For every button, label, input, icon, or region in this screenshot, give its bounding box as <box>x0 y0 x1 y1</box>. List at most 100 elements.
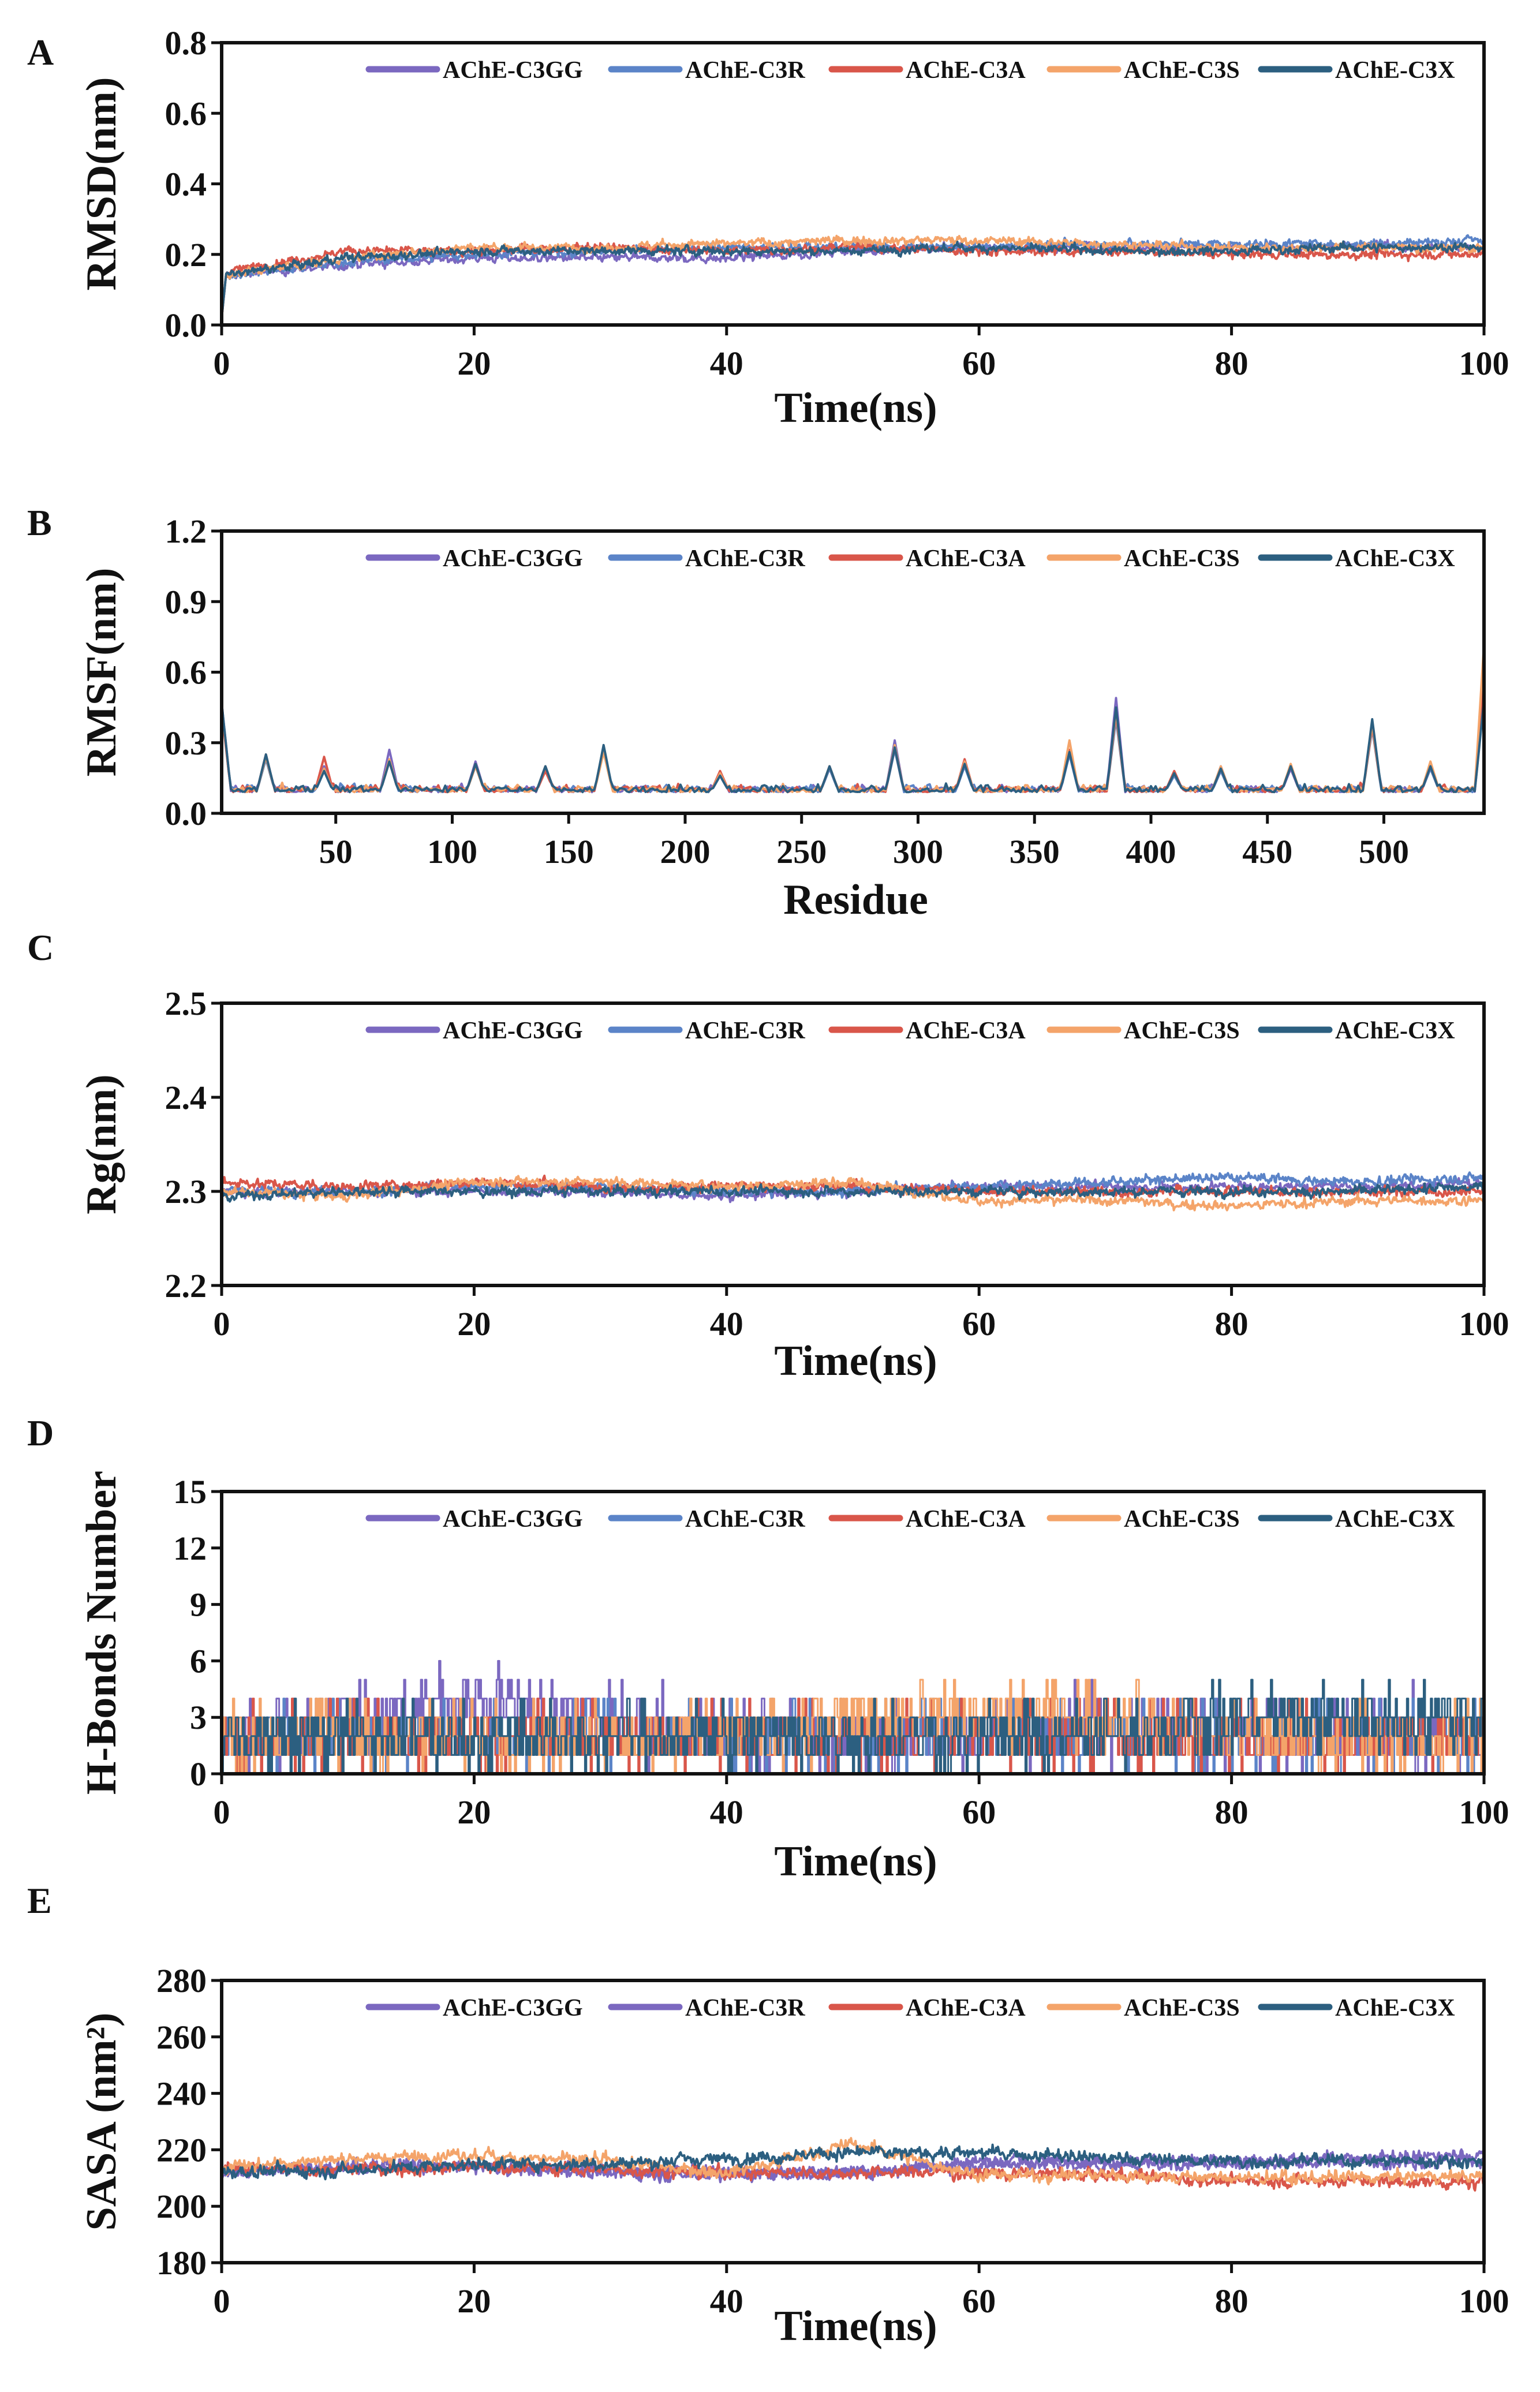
panel-letter: C <box>27 927 54 968</box>
x-tick-label: 100 <box>427 833 477 870</box>
plot-frame <box>220 529 1486 815</box>
legend: AChE-C3GG AChE-C3R AChE-C3A AChE-C3S AChE-C3… <box>365 545 1455 572</box>
series-group <box>220 644 1485 794</box>
y-tick-label: 280 <box>156 1962 207 1999</box>
x-tick-label: 450 <box>1242 833 1292 870</box>
series-line-AChE-C3S <box>220 644 1485 794</box>
x-tick-label: 40 <box>710 345 743 382</box>
series-line-AChE-C3X <box>221 2143 1485 2181</box>
y-axis-label: RMSD(nm) <box>78 77 125 291</box>
x-tick-label: 40 <box>710 1793 743 1831</box>
series-line-AChE-C3X <box>222 1679 1485 1775</box>
legend-label: AChE-C3A <box>906 1018 1026 1044</box>
y-tick-label: 0.6 <box>165 654 207 692</box>
x-axis-label: Residue <box>783 876 928 924</box>
x-tick-label: 50 <box>319 833 353 870</box>
x-tick-label: 60 <box>962 345 996 382</box>
x-axis-label: Time(ns) <box>774 384 937 432</box>
legend-label: AChE-C3R <box>685 57 805 84</box>
series-line-AChE-C3A <box>220 241 1485 319</box>
x-tick-label: 0 <box>214 1793 230 1831</box>
panel-letter: B <box>27 502 52 543</box>
panel-C: C 2.2 2.3 2.4 2.5 0 20 40 60 80 100 Time(ns) Rg(nm) A… <box>27 927 1509 1385</box>
y-tick-label: 220 <box>156 2131 207 2169</box>
legend: AChE-C3GG AChE-C3R AChE-C3A AChE-C3S AChE-C3… <box>365 57 1455 84</box>
y-tick-label: 0.3 <box>165 724 207 762</box>
series-line-AChE-C3X <box>220 1181 1485 1203</box>
x-tick-label: 40 <box>710 2282 743 2320</box>
x-tick-label: 500 <box>1359 833 1409 870</box>
x-tick-label: 0 <box>214 2282 230 2320</box>
plot-frame <box>220 1490 1486 1776</box>
y-tick-label: 15 <box>173 1473 207 1511</box>
plot-frame <box>220 1001 1486 1287</box>
x-axis-label: Time(ns) <box>774 2303 937 2350</box>
x-tick-label: 300 <box>893 833 943 870</box>
panel-A: A 0.0 0.2 0.4 0.6 0.8 0 20 40 60 80 100 Time(ns) RMSD… <box>27 24 1509 432</box>
y-tick-label: 0.0 <box>165 307 207 344</box>
x-tick-label: 250 <box>776 833 827 870</box>
x-tick-label: 20 <box>457 1793 491 1831</box>
legend-label: AChE-C3A <box>906 57 1026 84</box>
legend-label: AChE-C3X <box>1335 57 1455 84</box>
x-tick-label: 60 <box>962 2282 996 2320</box>
series-group <box>220 1660 1485 1775</box>
y-tick-label: 0.4 <box>165 166 207 203</box>
x-tick-label: 150 <box>544 833 594 870</box>
x-tick-label: 20 <box>457 345 491 382</box>
x-tick-label: 60 <box>962 1793 996 1831</box>
series-line-AChE-C3X <box>220 700 1485 794</box>
y-tick-label: 0.6 <box>165 95 207 132</box>
legend-label: AChE-C3S <box>1124 1506 1240 1533</box>
x-axis-label: Time(ns) <box>774 1337 937 1385</box>
legend-label: AChE-C3X <box>1335 1506 1455 1533</box>
series-line-AChE-C3S <box>220 1175 1485 1212</box>
y-tick-label: 2.2 <box>165 1267 207 1305</box>
panel-letter: E <box>27 1880 52 1921</box>
x-tick-label: 40 <box>710 1305 743 1343</box>
y-axis-label: H-Bonds Number <box>78 1471 125 1795</box>
x-tick-label: 100 <box>1459 345 1509 382</box>
legend-label: AChE-C3S <box>1124 1018 1240 1044</box>
y-tick-label: 9 <box>190 1586 207 1624</box>
legend-label: AChE-C3A <box>906 1506 1026 1533</box>
legend-label: AChE-C3GG <box>443 1018 583 1044</box>
x-tick-label: 100 <box>1459 1793 1509 1831</box>
legend: AChE-C3GG AChE-C3R AChE-C3A AChE-C3S AChE-C3… <box>365 1506 1455 1533</box>
panel-D: D 0 3 6 9 12 15 0 20 40 60 80 100 Time(ns) H-Bonds Num… <box>27 1412 1509 1885</box>
y-tick-label: 200 <box>156 2188 207 2225</box>
plot-frame <box>220 41 1486 327</box>
y-tick-label: 12 <box>173 1530 207 1567</box>
y-tick-label: 260 <box>156 2019 207 2056</box>
y-tick-label: 0.0 <box>165 795 207 832</box>
x-tick-label: 20 <box>457 1305 491 1343</box>
y-tick-label: 0.9 <box>165 583 207 621</box>
legend-label: AChE-C3S <box>1124 1995 1240 2021</box>
legend-label: AChE-C3S <box>1124 57 1240 84</box>
legend-label: AChE-C3A <box>906 545 1026 572</box>
legend-label: AChE-C3GG <box>443 1995 583 2021</box>
legend-label: AChE-C3X <box>1335 545 1455 572</box>
x-tick-label: 80 <box>1215 1305 1249 1343</box>
panel-B: B 0.0 0.3 0.6 0.9 1.2 50 100 150 200 250 300 350 400 4… <box>27 502 1486 924</box>
panel-letter: D <box>27 1412 54 1453</box>
series-group <box>220 2137 1485 2192</box>
x-tick-label: 100 <box>1459 2282 1509 2320</box>
legend-label: AChE-C3X <box>1335 1995 1455 2021</box>
legend-label: AChE-C3S <box>1124 545 1240 572</box>
y-tick-label: 3 <box>190 1699 207 1736</box>
x-tick-label: 200 <box>660 833 710 870</box>
legend-label: AChE-C3A <box>906 1995 1026 2021</box>
legend: AChE-C3GG AChE-C3R AChE-C3A AChE-C3S AChE-C3… <box>365 1995 1455 2021</box>
x-tick-label: 80 <box>1215 345 1249 382</box>
series-group <box>220 1171 1485 1212</box>
legend-label: AChE-C3R <box>685 1018 805 1044</box>
x-tick-label: 80 <box>1215 2282 1249 2320</box>
y-tick-label: 180 <box>156 2244 207 2282</box>
y-axis-label: SASA (nm²) <box>78 2013 125 2231</box>
legend: AChE-C3GG AChE-C3R AChE-C3A AChE-C3S AChE-C3… <box>365 1018 1455 1044</box>
y-tick-label: 1.2 <box>165 513 207 550</box>
y-tick-label: 2.5 <box>165 985 207 1022</box>
y-axis-label: RMSF(nm) <box>78 568 125 777</box>
series-line-AChE-C3X <box>220 240 1485 319</box>
